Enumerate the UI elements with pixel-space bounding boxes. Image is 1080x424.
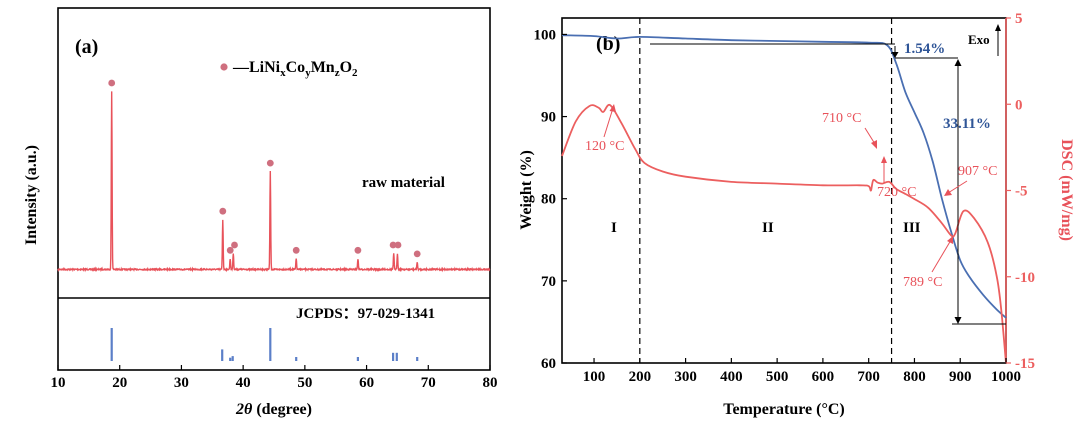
reference-lines [110, 328, 419, 361]
thermal-x-tick-label: 200 [629, 369, 652, 385]
weight-y-tick-label: 70 [541, 274, 556, 290]
peak-710-label: 710 °C [822, 111, 861, 126]
legend-marker [220, 63, 228, 71]
reference-label: JCPDS：97-029-1341 [296, 306, 435, 322]
thermal-x-tick-label: 500 [766, 369, 789, 385]
peak-710-arrow [864, 127, 876, 145]
peak-120-arrow [603, 107, 614, 138]
peak-789-label: 789 °C [903, 275, 942, 290]
peak-marker-2 [226, 246, 234, 254]
weight-y-tick-label: 90 [541, 110, 556, 126]
peak-789-arrowhead [947, 236, 953, 244]
dsc-y-tick-label: -5 [1015, 184, 1028, 200]
region-3-label: III [903, 220, 921, 236]
dsc-y-tick-label: 5 [1015, 11, 1023, 27]
peak-marker-9 [413, 250, 421, 258]
exo-label: Exo [968, 32, 990, 47]
dsc-y-tick-label: 0 [1015, 97, 1023, 113]
dsc-curve [561, 103, 1007, 364]
xrd-x-tick-label: 20 [112, 375, 127, 391]
region-2-label: II [762, 220, 774, 236]
peak-907-label: 907 °C [958, 164, 997, 179]
peak-120-label: 120 °C [585, 139, 624, 154]
loss1-label: 1.54% [904, 41, 945, 57]
tg-curve [561, 34, 1007, 319]
xrd-x-tick-label: 50 [297, 375, 312, 391]
peak-710-arrowhead [871, 140, 877, 149]
thermal-x-tick-label: 600 [812, 369, 835, 385]
xrd-peak-markers [108, 79, 421, 258]
peak-907-arrow [947, 180, 968, 194]
thermal-x-tick-label: 900 [949, 369, 972, 385]
peak-120-arrowhead [609, 104, 616, 112]
peak-marker-1 [219, 207, 227, 215]
peak-789-arrow [931, 239, 952, 273]
xrd-x-tick-label: 40 [236, 375, 251, 391]
weight-y-tick-label: 60 [541, 356, 556, 372]
thermal-x-tick-label: 100 [583, 369, 606, 385]
xrd-y-axis-title: Intensity (a.u.) [23, 145, 40, 245]
peak-907-arrowhead [944, 189, 952, 196]
xrd-x-tick-label: 70 [421, 375, 436, 391]
xrd-x-tick-label: 80 [483, 375, 498, 391]
region-1-label: I [611, 220, 617, 236]
xrd-x-tick-label: 30 [174, 375, 189, 391]
dsc-y-ticks: -15 -10 -5 0 5 [1006, 11, 1035, 372]
weight-y-tick-label: 100 [534, 27, 557, 43]
peak-marker-6 [354, 246, 362, 254]
thermal-x-tick-label: 300 [674, 369, 697, 385]
thermal-x-tick-label: 400 [720, 369, 743, 385]
loss2-arrowhead-top [954, 59, 962, 66]
weight-y-tick-label: 80 [541, 192, 556, 208]
peak-marker-8 [394, 241, 402, 249]
xrd-x-tick-label: 10 [51, 375, 66, 391]
exo-arrowhead-icon [995, 24, 1001, 31]
weight-y-ticks: 60 70 80 90 100 [534, 27, 567, 372]
xrd-plot-frame [57, 7, 491, 371]
thermal-x-ticks: 100 200 300 400 500 600 700 800 900 1000 [583, 358, 1021, 385]
xrd-panel: (a) —LiNixCoyMnzO2 raw material JCPDS：97… [23, 7, 498, 418]
xrd-x-tick-label: 60 [359, 375, 374, 391]
loss1-arrowhead [891, 52, 899, 58]
peak-marker-0 [108, 79, 116, 87]
peak-720-label: 720 °C [877, 185, 916, 200]
legend-label: —LiNixCoyMnzO2 [232, 59, 358, 79]
thermal-x-tick-label: 700 [857, 369, 880, 385]
xrd-x-ticks: 10 20 30 40 50 60 70 80 [51, 365, 498, 391]
xrd-panel-label: (a) [75, 36, 98, 58]
peak-marker-4 [266, 159, 274, 167]
loss2-arrowhead-bottom [954, 317, 962, 324]
thermal-panel: (b) 1.54% 33.11% Exo I II III 120 °C 710… [518, 11, 1075, 418]
xrd-x-axis-title: 2θ (degree) [235, 401, 312, 418]
loss2-label: 33.11% [943, 116, 991, 132]
thermal-x-tick-label: 1000 [991, 369, 1021, 385]
xrd-pattern-line [57, 91, 491, 273]
weight-axis-title: Weight (%) [518, 150, 535, 230]
dsc-y-tick-label: -10 [1015, 270, 1035, 286]
thermal-x-axis-title: Temperature (°C) [723, 401, 844, 418]
peak-marker-3 [231, 241, 238, 249]
dsc-y-tick-label: -15 [1015, 356, 1035, 372]
peak-marker-5 [292, 246, 300, 254]
peak-720-arrowhead [881, 156, 887, 163]
peak-marker-7 [389, 241, 397, 249]
thermal-x-tick-label: 800 [903, 369, 926, 385]
dsc-axis-title: DSC (mW/mg) [1058, 139, 1075, 241]
series-label: raw material [362, 175, 445, 191]
